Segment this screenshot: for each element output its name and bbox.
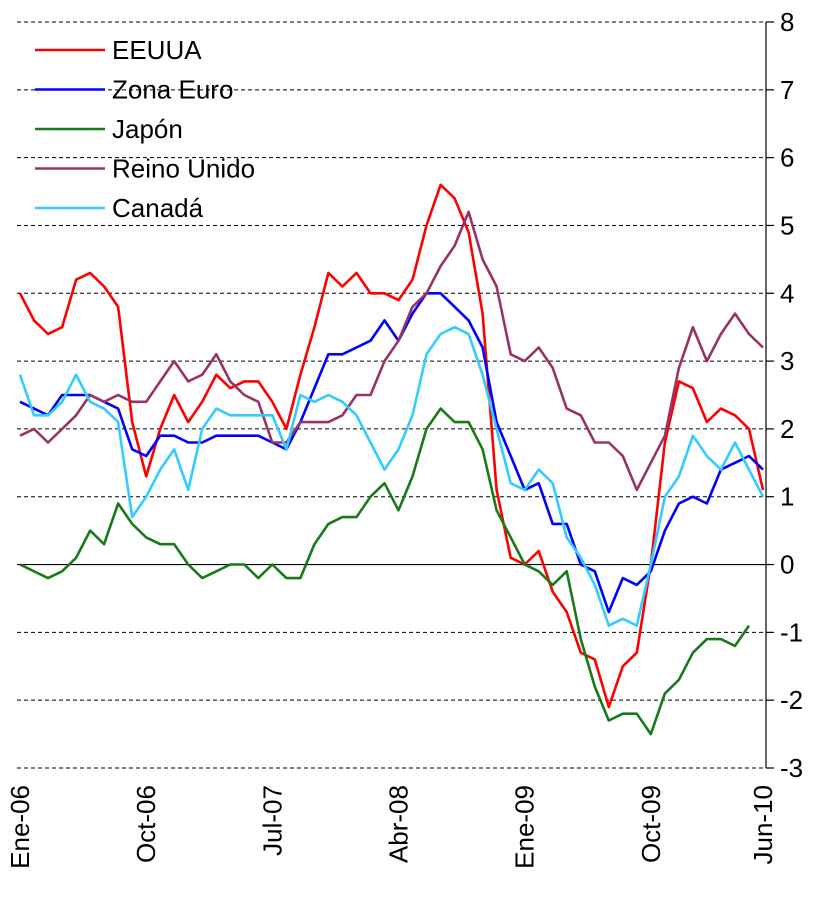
legend-label: EEUUA — [112, 35, 202, 65]
series-line — [18, 183, 765, 709]
y-tick-label: 7 — [780, 75, 794, 105]
y-tick-label: 2 — [780, 414, 794, 444]
x-tick-label: Abr-08 — [384, 785, 414, 863]
x-tick-label: Ene-06 — [5, 785, 35, 869]
legend-label: Canadá — [112, 193, 204, 223]
y-tick-label: 1 — [780, 482, 794, 512]
x-tick-label: Jul-07 — [257, 785, 287, 856]
y-tick-label: -3 — [780, 753, 803, 783]
series-line — [19, 210, 764, 492]
series-line — [19, 292, 764, 614]
x-tick-label: Oct-09 — [636, 785, 666, 863]
y-tick-label: 4 — [780, 278, 794, 308]
series-line — [19, 407, 751, 736]
legend-label: Reino Unido — [112, 154, 255, 184]
series-line — [18, 325, 765, 627]
y-tick-label: -1 — [780, 617, 803, 647]
y-tick-label: 6 — [780, 143, 794, 173]
x-tick-label: Jun-10 — [748, 785, 778, 865]
x-tick-label: Ene-09 — [510, 785, 540, 869]
y-tick-label: 0 — [780, 550, 794, 580]
y-tick-label: -2 — [780, 685, 803, 715]
y-tick-label: 5 — [780, 210, 794, 240]
legend-label: Japón — [112, 114, 183, 144]
legend-label: Zona Euro — [112, 75, 233, 105]
y-tick-label: 3 — [780, 346, 794, 376]
x-tick-label: Oct-06 — [131, 785, 161, 863]
y-tick-label: 8 — [780, 7, 794, 37]
